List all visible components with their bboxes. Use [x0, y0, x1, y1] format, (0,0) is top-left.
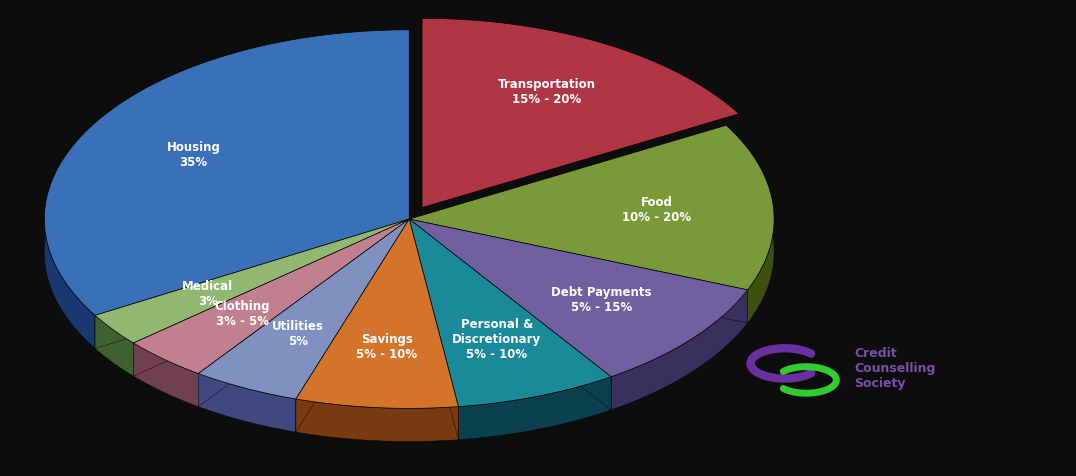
- Polygon shape: [611, 290, 748, 410]
- Polygon shape: [133, 343, 198, 407]
- Polygon shape: [44, 204, 95, 348]
- Text: Transportation
15% - 20%: Transportation 15% - 20%: [497, 78, 596, 106]
- Polygon shape: [409, 219, 458, 440]
- Polygon shape: [296, 219, 458, 408]
- Polygon shape: [133, 219, 409, 376]
- Polygon shape: [296, 399, 458, 441]
- Polygon shape: [409, 219, 458, 440]
- Text: Personal &
Discretionary
5% - 10%: Personal & Discretionary 5% - 10%: [452, 318, 541, 361]
- Text: Clothing
3% - 5%: Clothing 3% - 5%: [215, 300, 270, 328]
- Polygon shape: [198, 219, 409, 407]
- Polygon shape: [409, 219, 611, 407]
- Polygon shape: [458, 377, 611, 440]
- Polygon shape: [44, 30, 409, 316]
- Polygon shape: [198, 219, 409, 407]
- Polygon shape: [748, 204, 774, 323]
- Polygon shape: [409, 219, 748, 323]
- Polygon shape: [95, 219, 409, 348]
- Text: Debt Payments
5% - 15%: Debt Payments 5% - 15%: [551, 287, 652, 315]
- Polygon shape: [95, 316, 133, 376]
- Polygon shape: [296, 219, 409, 432]
- Polygon shape: [198, 219, 409, 399]
- Polygon shape: [409, 219, 748, 377]
- Polygon shape: [409, 219, 611, 410]
- Polygon shape: [409, 219, 611, 410]
- Polygon shape: [198, 374, 296, 432]
- Text: Medical
3%: Medical 3%: [182, 280, 233, 308]
- Polygon shape: [95, 219, 409, 348]
- Polygon shape: [409, 125, 774, 290]
- Polygon shape: [95, 219, 409, 343]
- Polygon shape: [133, 219, 409, 374]
- Text: Savings
5% - 10%: Savings 5% - 10%: [356, 333, 417, 361]
- Text: Housing
35%: Housing 35%: [167, 141, 221, 169]
- Polygon shape: [409, 219, 748, 323]
- Text: Credit
Counselling
Society: Credit Counselling Society: [854, 347, 936, 390]
- Text: Food
10% - 20%: Food 10% - 20%: [622, 197, 692, 224]
- Polygon shape: [422, 18, 739, 208]
- Polygon shape: [296, 219, 409, 432]
- Polygon shape: [133, 219, 409, 376]
- Text: Utilities
5%: Utilities 5%: [272, 320, 324, 348]
